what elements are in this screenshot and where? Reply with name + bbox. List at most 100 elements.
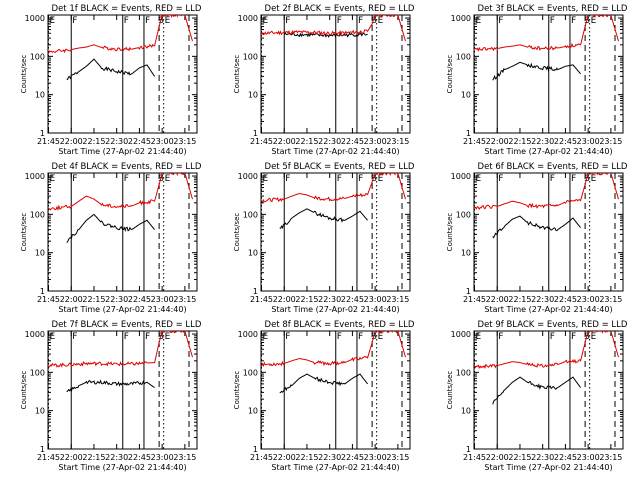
x-tick-label: 22:30 <box>531 137 554 146</box>
y-tick-label: 10 <box>35 249 45 258</box>
marker-letter: E <box>165 174 171 184</box>
y-tick-label: 1 <box>40 287 45 296</box>
x-tick-label: 21:45 <box>463 295 486 304</box>
marker-letter: E <box>378 16 384 26</box>
marker-letter: S <box>371 174 377 184</box>
marker-letter: F <box>571 174 576 184</box>
x-tick-label: 22:15 <box>82 453 105 462</box>
marker-letter: E <box>476 16 482 26</box>
y-tick-label: 1 <box>40 129 45 138</box>
x-tick-label: 22:45 <box>554 295 577 304</box>
marker-letter: F <box>285 16 290 26</box>
marker-letter: E <box>263 332 269 342</box>
y-tick-label: 100 <box>243 210 258 219</box>
marker-letter: F <box>358 16 363 26</box>
panel-6: Det 6f BLACK = Events, RED = LLD 1 10 100 10… <box>446 162 628 314</box>
panel-7: Det 7f BLACK = Events, RED = LLD 1 10 100 10… <box>20 320 202 472</box>
y-tick-label: 10 <box>248 407 258 416</box>
y-tick-label: 1000 <box>238 172 258 181</box>
x-tick-label: 23:15 <box>386 137 409 146</box>
marker-letter: E <box>50 332 56 342</box>
x-tick-label: 22:30 <box>318 295 341 304</box>
x-tick-label: 22:45 <box>554 453 577 462</box>
y-tick-label: 1000 <box>451 330 471 339</box>
x-tick-label: 22:00 <box>486 137 509 146</box>
series-group <box>261 15 406 42</box>
x-tick-label: 21:45 <box>250 295 273 304</box>
x-tick-label: 22:45 <box>128 137 151 146</box>
marker-letter: F <box>550 174 555 184</box>
marker-letter: S <box>158 174 164 184</box>
marker-letter: F <box>571 332 576 342</box>
marker-letter: F <box>72 16 77 26</box>
y-axis-label: Counts/sec <box>446 213 454 252</box>
lld-series-line <box>261 15 406 42</box>
x-axis-label: Start Time (27-Apr-02 21:44:40) <box>271 305 399 314</box>
marker-letter: S <box>371 16 377 26</box>
y-tick-label: 1000 <box>25 14 45 23</box>
x-tick-label: 22:45 <box>341 137 364 146</box>
x-axis-label: Start Time (27-Apr-02 21:44:40) <box>484 305 612 314</box>
y-tick-label: 10 <box>248 249 258 258</box>
event-markers <box>474 173 616 291</box>
lld-series-line <box>474 173 619 211</box>
lld-series-line <box>48 15 193 54</box>
lld-series-line <box>261 173 406 204</box>
panel-title: Det 4f BLACK = Events, RED = LLD <box>52 162 202 172</box>
marker-letter: F <box>550 16 555 26</box>
marker-letter: S <box>158 16 164 26</box>
x-tick-label: 22:45 <box>554 137 577 146</box>
x-axis-label: Start Time (27-Apr-02 21:44:40) <box>271 463 399 472</box>
y-axis-label: Counts/sec <box>446 55 454 94</box>
x-tick-label: 23:15 <box>173 295 196 304</box>
y-tick-label: 1 <box>253 445 258 454</box>
marker-letter: E <box>378 332 384 342</box>
event-markers <box>48 173 190 291</box>
x-tick-label: 22:00 <box>60 295 83 304</box>
events-series-line <box>279 208 368 230</box>
series-group <box>474 173 619 239</box>
x-tick-label: 23:00 <box>364 453 387 462</box>
marker-letter: F <box>285 332 290 342</box>
panel-title: Det 7f BLACK = Events, RED = LLD <box>52 320 202 330</box>
panel-2: Det 2f BLACK = Events, RED = LLD 1 10 100 10… <box>233 4 415 156</box>
x-tick-label: 22:15 <box>82 137 105 146</box>
marker-letter: F <box>124 332 129 342</box>
lld-series-line <box>474 15 619 52</box>
x-tick-label: 21:45 <box>37 137 60 146</box>
marker-letter: S <box>584 332 590 342</box>
y-axis-label: Counts/sec <box>20 371 28 410</box>
y-tick-label: 1 <box>466 287 471 296</box>
marker-letter: F <box>358 174 363 184</box>
y-tick-label: 100 <box>456 52 471 61</box>
lld-series-line <box>474 331 619 370</box>
x-tick-label: 22:30 <box>105 137 128 146</box>
x-tick-label: 22:15 <box>508 137 531 146</box>
x-tick-label: 23:15 <box>173 453 196 462</box>
marker-letter: S <box>371 332 377 342</box>
panel-title: Det 2f BLACK = Events, RED = LLD <box>265 4 415 14</box>
marker-letter: F <box>124 16 129 26</box>
x-tick-label: 21:45 <box>463 453 486 462</box>
marker-letter: E <box>378 174 384 184</box>
events-series-line <box>492 376 581 405</box>
y-tick-label: 1000 <box>238 14 258 23</box>
y-axis-label: Counts/sec <box>446 371 454 410</box>
y-tick-label: 100 <box>30 52 45 61</box>
panel-1: Det 1f BLACK = Events, RED = LLD 1 10 100 10… <box>20 4 202 156</box>
marker-letter: E <box>591 174 597 184</box>
marker-letter: S <box>584 16 590 26</box>
marker-letter: E <box>165 16 171 26</box>
x-tick-label: 23:00 <box>151 453 174 462</box>
marker-letter: F <box>145 174 150 184</box>
x-tick-label: 22:45 <box>128 453 151 462</box>
x-axis-label: Start Time (27-Apr-02 21:44:40) <box>58 305 186 314</box>
x-tick-label: 22:15 <box>295 137 318 146</box>
y-tick-label: 1000 <box>25 172 45 181</box>
y-tick-label: 1 <box>466 445 471 454</box>
events-series-line <box>279 373 368 394</box>
marker-letter: F <box>498 174 503 184</box>
x-tick-label: 23:15 <box>599 137 622 146</box>
x-tick-label: 22:00 <box>60 137 83 146</box>
y-tick-label: 1 <box>40 445 45 454</box>
